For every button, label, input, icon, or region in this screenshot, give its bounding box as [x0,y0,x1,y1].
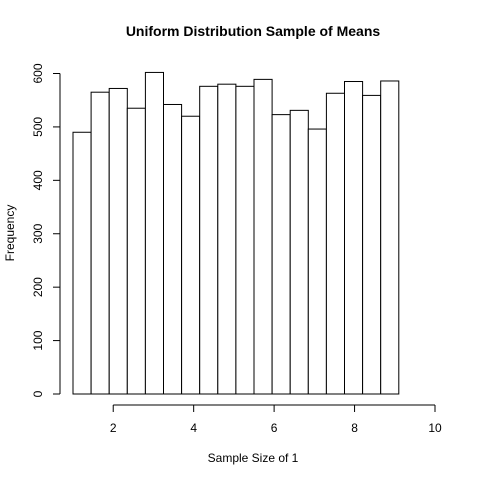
histogram-bar [181,115,201,395]
y-tick-label: 500 [31,117,45,137]
x-axis: 2 4 6 8 10 [110,404,442,435]
x-tick-label: 8 [351,421,358,435]
histogram-bar [163,103,183,395]
histogram-bar [217,83,237,395]
y-tick-label: 200 [31,277,45,297]
histogram-bar [90,91,110,395]
histogram-bar [344,81,364,395]
y-tick-label: 100 [31,330,45,350]
y-tick-label: 300 [31,223,45,243]
histogram-bar [289,109,309,395]
y-tick-label: 0 [31,390,45,397]
histogram-bars [72,71,400,395]
histogram-bar [108,87,128,395]
histogram-bar [307,128,327,395]
x-tick-label: 4 [190,421,197,435]
y-axis-label: Frequency [3,205,17,262]
histogram-bar [199,85,219,395]
histogram-bar [362,94,382,395]
histogram-bar [380,80,400,395]
histogram-bar [144,71,164,395]
histogram-bar [325,92,345,395]
histogram-bar [253,78,273,395]
histogram-bar [271,114,291,395]
y-axis: 0 100 200 300 400 500 600 [31,63,61,397]
histogram-bar [235,85,255,395]
x-axis-label: Sample Size of 1 [208,451,299,465]
x-tick-label: 10 [428,421,442,435]
chart-title: Uniform Distribution Sample of Means [126,23,381,39]
x-tick-label: 2 [110,421,117,435]
histogram-bar [72,131,92,395]
histogram-bar [126,107,146,395]
y-tick-label: 600 [31,63,45,83]
y-tick-label: 400 [31,170,45,190]
x-tick-label: 6 [271,421,278,435]
